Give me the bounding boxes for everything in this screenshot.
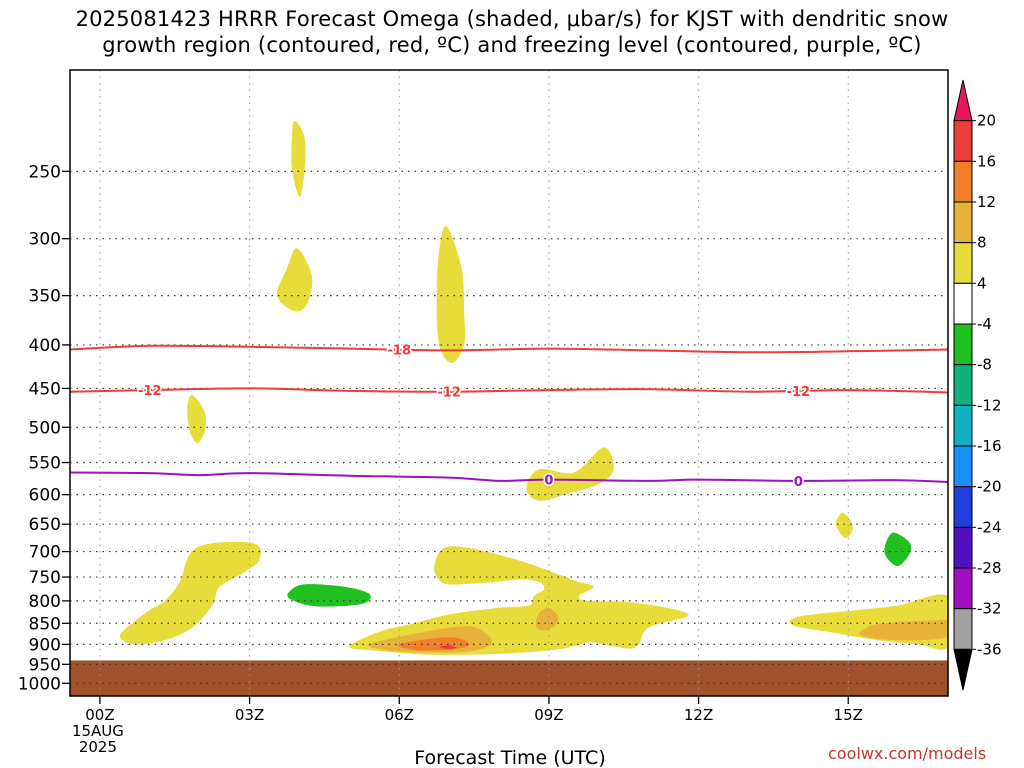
contour-line-0-2 <box>70 471 948 484</box>
omega-region-13 <box>439 645 457 650</box>
terrain <box>70 660 948 696</box>
ytick-label: 350 <box>29 287 61 307</box>
colorbar-swatch-bottom <box>953 648 973 691</box>
x-axis-label: Forecast Time (UTC) <box>414 747 605 768</box>
colorbar-label: -28 <box>977 559 1002 577</box>
contour-label: 0 <box>794 475 803 490</box>
ytick-label: 900 <box>29 635 61 655</box>
grid-lines <box>70 70 948 696</box>
colorbar-swatch-top <box>953 79 973 122</box>
xtick-label: 09Z <box>534 706 563 724</box>
colorbar-swatch <box>953 567 973 610</box>
ytick-label: 1000 <box>18 674 61 694</box>
omega-region-7 <box>349 546 689 655</box>
xtick-label: 00Z <box>85 706 114 724</box>
ytick-label: 550 <box>29 454 61 474</box>
colorbar-swatch <box>953 120 973 162</box>
colorbar-label: -8 <box>977 356 992 374</box>
omega-region-6 <box>119 541 261 645</box>
colorbar-swatch <box>953 404 973 447</box>
ytick-label: 800 <box>29 592 61 612</box>
omega-region-4 <box>526 447 614 501</box>
colorbar-label: 16 <box>977 152 996 170</box>
contour-label: -12 <box>138 384 162 399</box>
ytick-label: 400 <box>29 336 61 356</box>
xtick-label: 12Z <box>684 706 713 724</box>
colorbar-swatch <box>953 282 973 325</box>
ytick-label: 650 <box>29 515 61 535</box>
colorbar-label: -12 <box>977 396 1002 414</box>
ytick-label: 850 <box>29 614 61 634</box>
site-credit: coolwx.com/models <box>828 744 987 763</box>
omega-region-2 <box>436 225 466 363</box>
ytick-label: 450 <box>29 379 61 399</box>
omega-region-0 <box>291 120 306 198</box>
contour-label: -18 <box>388 344 412 359</box>
omega-shading <box>119 120 948 655</box>
contour-label: 0 <box>544 474 553 489</box>
omega-region-9 <box>535 607 559 631</box>
temperature-contours: -18 -12 -12 -12 0 0 <box>70 342 948 491</box>
contour-label: -12 <box>437 386 461 401</box>
title-line-1: 2025081423 HRRR Forecast Omega (shaded, … <box>75 7 949 31</box>
omega-region-11 <box>859 619 948 641</box>
colorbar-swatch <box>953 323 973 366</box>
colorbar-label: -36 <box>977 640 1002 658</box>
ytick-label: 950 <box>29 655 61 675</box>
colorbar-swatch <box>953 160 973 203</box>
colorbar-swatch <box>953 486 973 528</box>
ytick-label: 300 <box>29 230 61 250</box>
xtick-label: 15Z <box>834 706 863 724</box>
chart-title: 2025081423 HRRR Forecast Omega (shaded, … <box>0 6 1024 58</box>
pressure-axis: 2503003504004505005506006507007508008509… <box>18 162 70 694</box>
colorbar-label: -4 <box>977 315 992 333</box>
omega-region-1 <box>276 248 313 312</box>
ytick-label: 250 <box>29 162 61 182</box>
colorbar-swatch <box>953 242 973 284</box>
ytick-label: 750 <box>29 568 61 588</box>
omega-region-15 <box>884 532 912 567</box>
ytick-label: 700 <box>29 543 61 563</box>
colorbar-label: -32 <box>977 600 1002 618</box>
colorbar-swatch <box>953 526 973 569</box>
colorbar-label: -16 <box>977 437 1002 455</box>
ytick-label: 600 <box>29 486 61 506</box>
contour-line-m12-1 <box>70 387 948 394</box>
contour-label: -12 <box>787 385 811 400</box>
ytick-label: 500 <box>29 418 61 438</box>
omega-region-5 <box>835 512 854 539</box>
colorbar-label: -24 <box>977 518 1002 536</box>
colorbar: 20 16 12 8 4 -4 -8 -12 -16 -20 -24 -28 -32 -36 <box>953 79 1002 691</box>
colorbar-swatch <box>953 445 973 488</box>
xtick-sublabel: 2025 <box>79 738 117 756</box>
title-line-2: growth region (contoured, red, ºC) and f… <box>102 33 922 57</box>
colorbar-swatch <box>953 201 973 244</box>
contour-line-m18-0 <box>70 344 948 354</box>
colorbar-swatch <box>953 608 973 650</box>
colorbar-swatch <box>953 364 973 406</box>
colorbar-label: 4 <box>977 274 987 292</box>
colorbar-label: 12 <box>977 193 996 211</box>
colorbar-label: 20 <box>977 112 996 130</box>
colorbar-label: 8 <box>977 234 987 252</box>
omega-region-14 <box>287 584 371 607</box>
xtick-sublabel: 15AUG <box>72 722 124 740</box>
xtick-label: 06Z <box>385 706 414 724</box>
xtick-label: 03Z <box>235 706 264 724</box>
plot-frame <box>69 69 949 697</box>
colorbar-label: -20 <box>977 478 1002 496</box>
terrain-fill <box>70 660 948 696</box>
omega-region-3 <box>187 394 206 444</box>
